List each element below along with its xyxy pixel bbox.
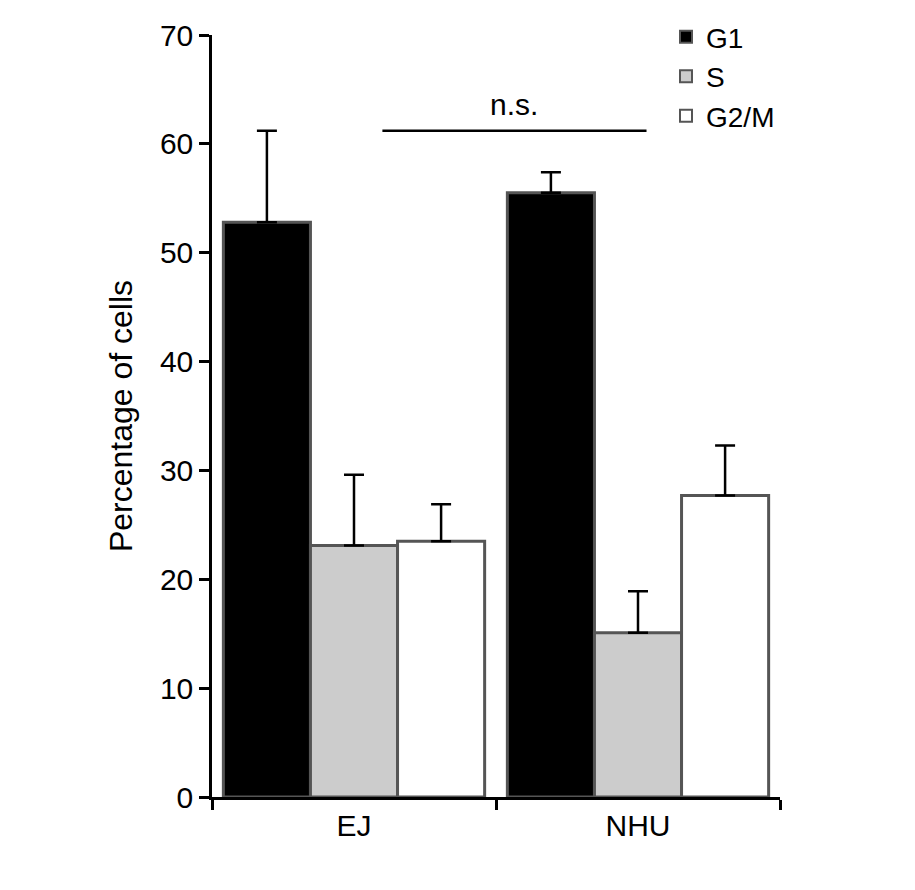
svg-text:60: 60 [160,127,193,160]
svg-text:G2/M: G2/M [706,102,774,133]
svg-text:EJ: EJ [336,809,371,842]
svg-text:NHU: NHU [606,809,671,842]
svg-text:70: 70 [160,19,193,52]
svg-text:S: S [706,62,725,93]
svg-text:50: 50 [160,236,193,269]
svg-text:n.s.: n.s. [490,88,538,121]
svg-text:20: 20 [160,563,193,596]
svg-text:30: 30 [160,454,193,487]
svg-text:G1: G1 [706,23,743,54]
svg-text:10: 10 [160,672,193,705]
svg-text:Percentage of cells: Percentage of cells [103,280,139,552]
svg-text:0: 0 [177,781,194,814]
svg-text:40: 40 [160,345,193,378]
